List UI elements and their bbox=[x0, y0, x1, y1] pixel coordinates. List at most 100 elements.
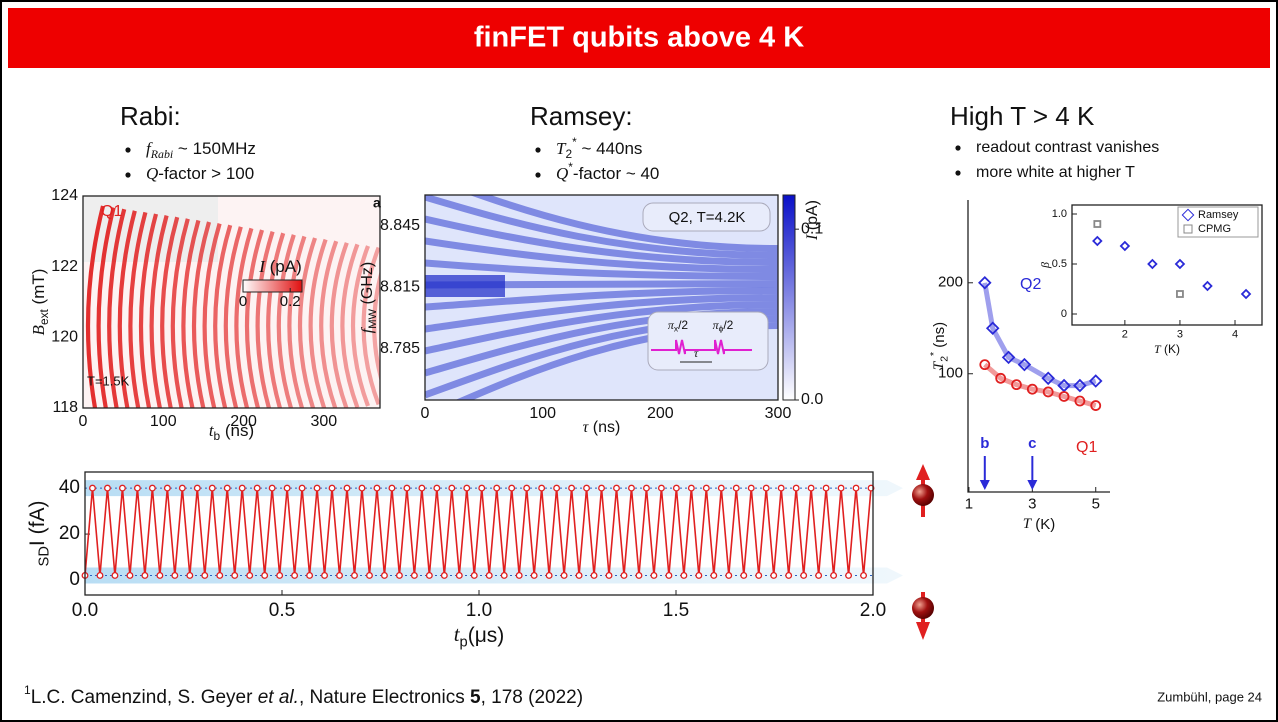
annotation: Q2, T=4.2K bbox=[669, 209, 746, 226]
math-unit: (ns) bbox=[931, 322, 948, 352]
data-point bbox=[689, 485, 695, 491]
data-point bbox=[748, 485, 754, 491]
math-text: I (pA) bbox=[258, 257, 302, 277]
math-unit: (μs) bbox=[468, 624, 505, 647]
math-unit: (pA) bbox=[804, 200, 821, 235]
data-point bbox=[165, 485, 171, 491]
math-symbol: Q bbox=[556, 164, 568, 183]
data-point bbox=[569, 485, 575, 491]
x-tick-label: 2 bbox=[1122, 328, 1128, 340]
data-point bbox=[359, 485, 365, 491]
math-text: more white at higher T bbox=[976, 164, 1135, 181]
data-point bbox=[464, 485, 470, 491]
data-point bbox=[299, 485, 305, 491]
data-point bbox=[696, 573, 702, 579]
data-point bbox=[112, 573, 118, 579]
data-point bbox=[546, 573, 552, 579]
data-point bbox=[367, 573, 373, 579]
marker-label: b bbox=[980, 435, 989, 452]
bullet-dot bbox=[955, 170, 960, 175]
data-point bbox=[457, 573, 463, 579]
y-tick-label: 8.785 bbox=[380, 340, 420, 357]
data-point bbox=[247, 573, 253, 579]
math-text: more white at higher T bbox=[976, 164, 1135, 181]
x-tick-label: 100 bbox=[529, 405, 556, 422]
data-point bbox=[861, 573, 867, 579]
math-unit: (ns) bbox=[588, 419, 620, 436]
math-text: T (K) bbox=[1154, 342, 1180, 356]
x-tick-label: 2.0 bbox=[860, 600, 886, 621]
x-tick-label: 100 bbox=[150, 413, 177, 430]
bullet-dot bbox=[125, 147, 130, 152]
x-tick-label: 0 bbox=[421, 405, 430, 422]
data-point bbox=[666, 573, 672, 579]
data-point bbox=[307, 573, 313, 579]
y-tick-label: 120 bbox=[51, 329, 78, 346]
data-point bbox=[427, 573, 433, 579]
data-point bbox=[262, 573, 268, 579]
y-tick-label: 0 bbox=[1061, 308, 1067, 320]
x-tick-label: 0.5 bbox=[269, 600, 295, 621]
math-text: -factor ~ 40 bbox=[573, 164, 659, 183]
data-point bbox=[786, 573, 792, 579]
data-point bbox=[202, 573, 208, 579]
data-point bbox=[292, 573, 298, 579]
panel-label: a bbox=[373, 195, 381, 211]
bullet-dot bbox=[535, 172, 540, 177]
data-point bbox=[614, 485, 620, 491]
reference-rest: , 178 (2022) bbox=[481, 687, 583, 708]
data-point bbox=[404, 485, 410, 491]
data-point bbox=[382, 573, 388, 579]
data-point bbox=[494, 485, 500, 491]
data-point bbox=[853, 485, 859, 491]
math-text: /2 bbox=[678, 318, 688, 332]
data-point bbox=[180, 485, 186, 491]
data-point bbox=[284, 485, 290, 491]
math-text: -factor > 100 bbox=[158, 164, 254, 183]
data-point bbox=[344, 485, 350, 491]
data-point bbox=[516, 573, 522, 579]
x-tick-label: 1.0 bbox=[466, 600, 492, 621]
data-point bbox=[808, 485, 814, 491]
data-point bbox=[771, 573, 777, 579]
data-point bbox=[479, 485, 485, 491]
data-point bbox=[419, 485, 425, 491]
data-point bbox=[719, 485, 725, 491]
series-label: Q2 bbox=[1020, 276, 1041, 293]
y-tick-label: 122 bbox=[51, 258, 78, 275]
data-point bbox=[90, 485, 96, 491]
math-unit: (GHz) bbox=[359, 262, 376, 309]
data-point bbox=[651, 573, 657, 579]
data-point bbox=[277, 573, 283, 579]
data-point bbox=[97, 573, 103, 579]
reference-etal: et al. bbox=[258, 687, 299, 708]
math-symbol: Q bbox=[146, 164, 158, 183]
math-text: T2* (ns) bbox=[928, 322, 951, 370]
data-point bbox=[254, 485, 260, 491]
data-point bbox=[524, 485, 530, 491]
x-tick-label: 1 bbox=[965, 496, 973, 513]
data-point bbox=[150, 485, 156, 491]
math-symbol: β bbox=[1038, 262, 1052, 269]
data-point bbox=[486, 573, 492, 579]
x-tick-label: 300 bbox=[765, 405, 792, 422]
bullet-dot bbox=[955, 145, 960, 150]
math-text: ~ 440ns bbox=[577, 139, 643, 158]
math-text: readout contrast vanishes bbox=[976, 139, 1159, 156]
data-point bbox=[322, 573, 328, 579]
data-point bbox=[217, 573, 223, 579]
data-point bbox=[389, 485, 395, 491]
data-point bbox=[232, 573, 238, 579]
x-tick-label: 3 bbox=[1177, 328, 1183, 340]
math-text: β bbox=[1038, 262, 1052, 269]
data-point bbox=[187, 573, 193, 579]
math-sub: p bbox=[460, 634, 468, 650]
column-heading: High T > 4 K bbox=[950, 101, 1095, 131]
data-point bbox=[374, 485, 380, 491]
math-sub: MW bbox=[367, 308, 379, 328]
math-unit: (K) bbox=[1031, 516, 1055, 533]
data-point bbox=[157, 573, 163, 579]
reference: 1L.C. Camenzind, S. Geyer et al., Nature… bbox=[24, 683, 583, 708]
math-text: τ bbox=[694, 346, 699, 360]
data-point bbox=[831, 573, 837, 579]
